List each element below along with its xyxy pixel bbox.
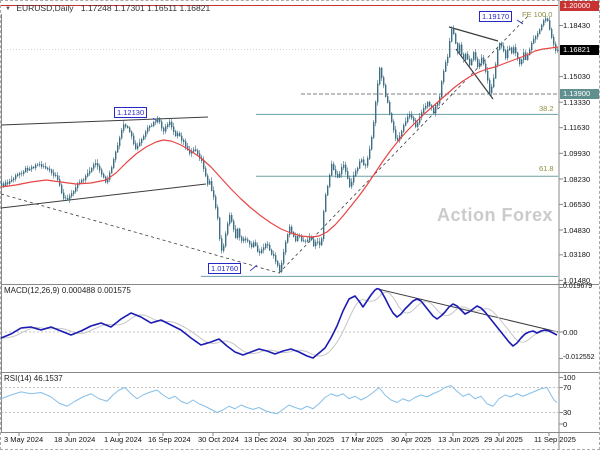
macd-values: 0.000488 0.001575 (61, 286, 131, 295)
macd-indicator-label: MACD(12,26,9) 0.000488 0.001575 (4, 286, 131, 295)
date-axis-label: 13 Dec 2024 (244, 435, 287, 444)
price-axis-label: 1.15030 (563, 72, 591, 82)
fib-38.2-label: 38.2 (539, 104, 554, 113)
price-axis-label: 1.13330 (563, 97, 591, 107)
price-axis-label: 100 (563, 373, 576, 382)
date-axis-label: 11 Sep 2025 (534, 435, 576, 444)
date-axis-label: 16 Sep 2024 (148, 435, 191, 444)
rising-trendline-2024 (1, 183, 207, 209)
price-axis-label: 1.01480 (563, 275, 591, 285)
ohlc-values: 1.17248 1.17301 1.16511 1.16821 (80, 3, 211, 13)
tag-low-pointer (249, 264, 258, 272)
price-axis-label: 1.08230 (563, 174, 591, 184)
date-axis-label: 30 Oct 2024 (198, 435, 239, 444)
watermark: Action Forex (437, 205, 554, 225)
price-axis-label: 1.13900 (560, 89, 599, 99)
rising-dashed-projection (278, 15, 529, 274)
price-axis-label: 0.00 (563, 327, 578, 337)
moving-average-line (1, 46, 559, 238)
rsi-values: 46.1537 (33, 374, 63, 383)
falling-dashed-projection (1, 193, 280, 274)
title-bar: ▼ EURUSD,Daily 1.17248 1.17301 1.16511 1… (5, 3, 210, 13)
macd-line (1, 287, 558, 359)
macd-trendline (377, 288, 559, 333)
resistance-trendline-2024 (1, 116, 209, 126)
price-axis-label: 70 (563, 383, 572, 392)
price-axis-label: 1.18430 (563, 21, 591, 30)
price-axis-label: 0 (563, 419, 568, 429)
date-axis-label: 18 Jun 2024 (54, 435, 96, 444)
date-axis-label: 17 Mar 2025 (341, 435, 384, 444)
symbol-label: EURUSD,Daily (16, 3, 74, 13)
date-axis-label: 30 Jan 2025 (293, 435, 335, 444)
price-axis-label: -0.012552 (563, 354, 595, 361)
date-axis-label: 3 May 2024 (4, 435, 44, 444)
price-tag-high: 1.19170 (479, 11, 513, 22)
macd-signal-line (1, 291, 558, 357)
date-axis-label: 29 Jul 2025 (484, 435, 523, 444)
price-axis-label: 1.16821 (560, 44, 599, 55)
date-axis-label: 30 Apr 2025 (391, 435, 432, 444)
price-tag-resistance: 1.12130 (114, 107, 148, 118)
macd-name: MACD(12,26,9) (4, 286, 60, 295)
price-tag-low: 1.01760 (208, 263, 242, 274)
price-axis-label: 0.019679 (563, 283, 593, 290)
price-axis-label: 1.11630 (563, 123, 590, 133)
price-axis-label: 1.06530 (563, 199, 591, 209)
price-axis-label: 1.20000 (560, 1, 599, 11)
price-axis-label: 30 (563, 408, 572, 417)
fib-expansion-label: FE 100.0 (522, 10, 553, 19)
price-axis-label: 1.04830 (563, 225, 591, 235)
date-axis-label: 1 Aug 2024 (104, 435, 142, 444)
date-axis-label: 13 Jun 2025 (438, 435, 480, 444)
correction-upper-line (448, 26, 499, 42)
price-axis-label: 1.09930 (563, 148, 591, 158)
collapse-icon[interactable]: ▼ (5, 6, 11, 12)
tag-high-pointer (516, 19, 524, 25)
rsi-name: RSI(14) (4, 374, 32, 383)
price-axis-label: 1.03180 (563, 250, 591, 260)
rsi-line (1, 385, 558, 415)
rsi-indicator-label: RSI(14) 46.1537 (4, 374, 63, 383)
fib-61.8-label: 61.8 (539, 164, 554, 173)
